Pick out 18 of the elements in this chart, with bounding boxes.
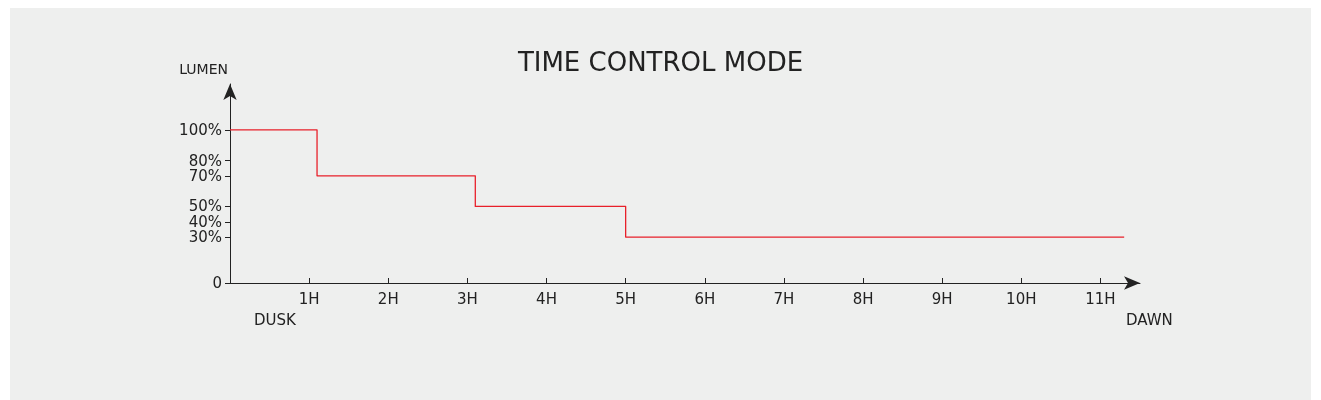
y-tick-label: 30% [188, 228, 222, 247]
y-tick-label: 0 [212, 274, 222, 292]
x-tick-label: 3H [456, 289, 478, 308]
x-tick-label: 7H [773, 289, 795, 308]
x-tick-label: 5H [615, 289, 637, 308]
x-tick-label: 1H [298, 289, 320, 308]
text: DUSK [254, 310, 298, 329]
y-axis-title: LUMEN [179, 61, 228, 77]
x-tick-label: 6H [694, 289, 716, 308]
x-tick-label: 4H [536, 289, 557, 308]
text: DAWN [1126, 310, 1173, 329]
y-tick-label: 100% [179, 120, 222, 139]
chart-title: TIME CONTROL MODE [516, 47, 804, 77]
x-tick-label: 9H [931, 289, 953, 308]
x-tick-label: 8H [852, 289, 874, 308]
x-tick-label: 11H [1085, 289, 1116, 308]
x-tick-label: 2H [377, 289, 399, 308]
x-tick-label: 10H [1006, 289, 1037, 308]
